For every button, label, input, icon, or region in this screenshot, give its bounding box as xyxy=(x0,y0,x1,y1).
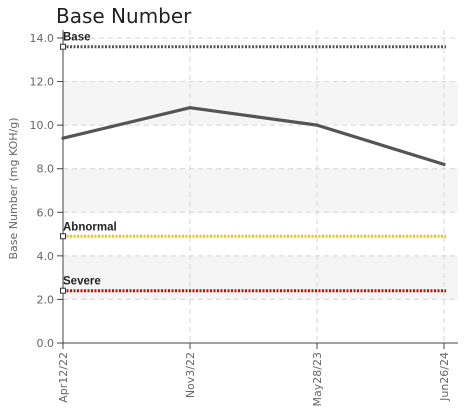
data-point xyxy=(442,162,446,166)
y-axis-title: Base Number (mg KOH/g) xyxy=(7,118,20,260)
y-tick-labels: 0.0 2.0 4.0 6.0 8.0 10.0 12.0 14.0 xyxy=(30,32,55,350)
y-tick-label: 10.0 xyxy=(30,119,55,132)
data-point xyxy=(315,123,319,127)
y-tick-label: 12.0 xyxy=(30,76,55,89)
y-tick-label: 4.0 xyxy=(37,250,55,263)
ref-label-base: Base xyxy=(63,32,91,44)
y-tick-label: 0.0 xyxy=(37,337,55,350)
ref-label-abnormal: Abnormal xyxy=(63,221,117,233)
y-tick-label: 6.0 xyxy=(37,206,55,219)
x-tick-label: Apr12/22 xyxy=(57,352,70,403)
data-series xyxy=(61,106,446,166)
x-tick-label: May28/23 xyxy=(311,352,324,406)
y-tick-label: 14.0 xyxy=(30,32,55,45)
ref-marker-base xyxy=(60,43,66,50)
y-tick-label: 8.0 xyxy=(37,163,55,176)
reference-lines: Base Abnormal Severe xyxy=(60,32,446,294)
background-band xyxy=(63,255,458,300)
background-bands xyxy=(63,81,458,300)
x-tick-labels: Apr12/22 Nov3/22 May28/23 Jun26/24 xyxy=(57,352,451,406)
x-tick-label: Jun26/24 xyxy=(438,352,451,402)
axes xyxy=(57,30,458,349)
y-tick-label: 2.0 xyxy=(37,293,55,306)
data-point xyxy=(188,106,192,110)
chart-title: Base Number xyxy=(56,4,192,28)
ref-marker-abnormal xyxy=(60,233,66,240)
data-point xyxy=(61,136,65,140)
x-tick-label: Nov3/22 xyxy=(184,352,197,398)
background-band xyxy=(63,168,458,213)
ref-label-severe: Severe xyxy=(63,276,101,288)
series-line xyxy=(62,106,445,166)
ref-marker-severe xyxy=(60,287,66,294)
